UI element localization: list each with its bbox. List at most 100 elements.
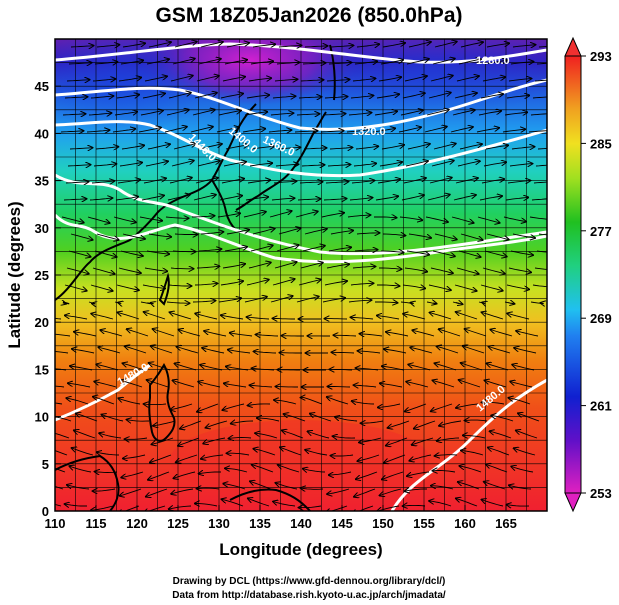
streamline [196,76,219,82]
streamline [125,438,148,439]
streamline [102,415,124,422]
streamline [518,413,540,422]
streamline [92,267,115,274]
streamline [354,250,377,251]
streamline [277,147,300,149]
colorbar-ticks: 253 261 269 277 285 293 [581,49,612,501]
streamline [377,505,400,511]
streamline [320,131,343,132]
streamline [242,129,265,133]
streamline [514,448,536,456]
streamline [120,488,142,496]
colorbar-tick-label: 285 [590,136,612,151]
streamline [322,298,345,303]
streamline [299,182,322,183]
streamline [169,506,192,509]
streamline [191,216,214,217]
streamline [428,284,451,290]
streamline [221,315,244,320]
streamline [168,93,191,99]
streamline [170,268,193,269]
streamline [148,471,170,480]
streamline [382,366,405,371]
streamline [326,505,348,511]
streamline [199,144,222,150]
streamline [255,433,278,439]
streamline [327,488,350,494]
streamline [335,417,358,422]
contour-1320 [55,78,547,131]
streamline [510,250,533,255]
streamline [352,78,375,81]
streamline [216,127,239,133]
streamline [478,111,501,116]
streamline [299,506,322,508]
streamline [226,230,249,235]
streamline [193,195,216,201]
streamline [274,79,297,81]
streamline [173,144,196,150]
streamline [334,335,357,336]
x-tick-label: 145 [331,516,353,531]
colorbar: 253 261 269 277 285 293 [564,36,612,513]
streamline [194,93,217,99]
streamline [398,127,421,133]
streamline [66,398,89,405]
streamline [91,181,114,183]
streamline [359,437,382,442]
streamline [204,331,227,337]
streamline [308,431,330,439]
streamline [480,94,503,99]
streamline [88,113,111,115]
streamline [351,317,374,319]
streamline [254,351,277,353]
streamline [225,468,248,473]
streamline [199,472,222,474]
streamline [297,199,320,200]
streamline [55,467,66,473]
streamline [62,114,85,115]
streamline [93,489,116,491]
streamline [532,96,547,99]
streamline [219,196,242,201]
streamline [144,312,166,320]
streamline [151,346,173,354]
streamline [68,383,91,388]
streamline [486,43,509,48]
streamline [485,380,507,388]
colorbar-tick-label: 261 [590,399,612,414]
streamline [247,317,270,319]
streamline [456,312,478,320]
streamline [254,449,276,456]
streamline [424,127,447,133]
streamline [153,420,176,426]
streamline [439,329,461,337]
streamline [507,313,530,320]
streamline [410,347,433,354]
streamline [302,246,325,252]
y-tick-label: 15 [35,362,49,377]
streamline [67,485,90,490]
streamline [96,233,119,240]
streamline [252,44,275,47]
streamline [250,481,272,490]
streamline [330,369,353,370]
streamline [86,130,109,132]
streamline [174,234,197,235]
streamline [127,329,149,337]
streamline [222,264,245,269]
streamline [433,380,455,388]
streamline [507,505,530,507]
streamline [439,420,462,426]
streamline [74,332,97,337]
streamline [382,471,404,479]
streamline [66,267,89,274]
streamline [274,400,297,405]
streamline [432,250,455,256]
streamline [74,430,96,439]
streamline [430,76,453,82]
streamline [97,452,120,455]
streamline [90,284,113,291]
streamline [485,145,508,150]
streamline [350,283,373,285]
